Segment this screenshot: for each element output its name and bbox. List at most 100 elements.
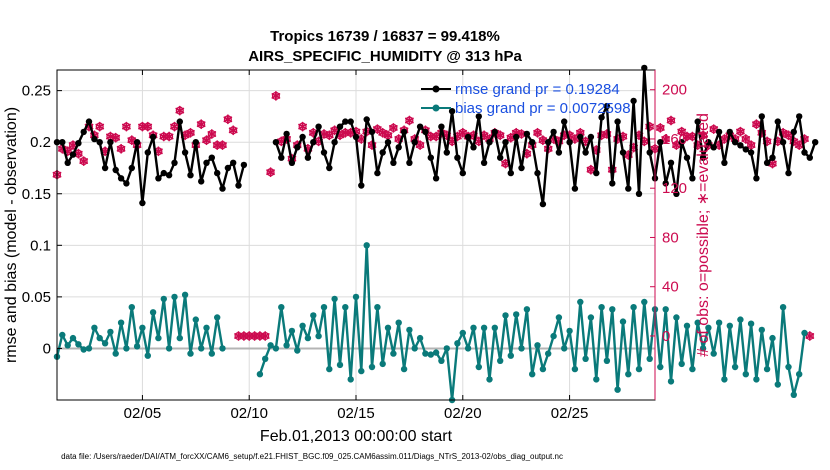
bias-point xyxy=(320,304,328,311)
obs-evaluated-marker xyxy=(533,127,542,138)
bias-point xyxy=(315,332,322,340)
obs-evaluated-marker xyxy=(746,140,756,150)
bias-point xyxy=(678,360,685,368)
y2-axis-label: # of obs: o=possible; ∗=evaluated xyxy=(695,113,712,357)
obs-evaluated-marker xyxy=(95,121,105,132)
obs-evaluated-marker xyxy=(143,121,153,132)
bias-point xyxy=(128,304,135,311)
bias-point xyxy=(464,345,472,352)
rmse-point xyxy=(534,169,541,177)
rmse-point xyxy=(368,128,376,136)
rmse-point xyxy=(448,108,456,115)
bias-point xyxy=(427,351,434,358)
obs-evaluated-marker xyxy=(196,119,206,130)
rmse-point xyxy=(443,149,450,156)
rmse-point xyxy=(769,154,776,161)
bias-point xyxy=(406,326,413,334)
rmse-point xyxy=(219,185,226,192)
rmse-point xyxy=(278,154,285,161)
rmse-point xyxy=(673,190,680,197)
rmse-point xyxy=(117,175,125,182)
rmse-point xyxy=(326,164,333,172)
rmse-point xyxy=(731,139,739,146)
rmse-point xyxy=(715,128,723,136)
rmse-point xyxy=(587,133,595,141)
bias-point xyxy=(411,345,418,352)
bias-point xyxy=(758,326,765,334)
rmse-point xyxy=(352,133,360,141)
obs-evaluated-marker xyxy=(741,134,751,144)
bias-point xyxy=(731,363,739,371)
rmse-point xyxy=(790,128,797,136)
bias-point xyxy=(117,319,125,326)
bias-point xyxy=(283,342,290,349)
obs-evaluated-marker xyxy=(324,130,334,141)
rmse-point xyxy=(240,161,248,169)
rmse-point xyxy=(502,139,509,146)
obs-evaluated-marker xyxy=(688,131,697,142)
bias-point xyxy=(368,363,376,371)
rmse-point xyxy=(464,133,472,141)
rmse-point xyxy=(614,118,621,125)
rmse-point xyxy=(128,164,135,172)
rmse-point xyxy=(181,149,189,156)
bias-point xyxy=(790,391,797,398)
rmse-point xyxy=(689,175,696,182)
rmse-point xyxy=(214,169,221,177)
bias-point xyxy=(208,350,215,357)
rmse-point xyxy=(75,140,82,147)
bias-point xyxy=(545,350,552,357)
rmse-point xyxy=(416,123,424,130)
bias-point xyxy=(160,295,167,303)
bias-point xyxy=(699,345,707,352)
bias-point xyxy=(561,345,568,352)
rmse-point xyxy=(379,149,386,156)
bias-point xyxy=(454,340,461,347)
rmse-point xyxy=(779,139,787,146)
bias-point xyxy=(181,291,189,298)
obs-evaluated-marker xyxy=(656,123,665,133)
bias-point xyxy=(133,343,141,350)
bias-point xyxy=(75,341,82,348)
data-file-footer: data file: /Users/raeder/DAI/ATM_forcXX/… xyxy=(61,452,563,461)
rmse-point xyxy=(432,175,440,182)
rmse-point xyxy=(486,139,493,146)
rmse-point xyxy=(758,113,765,120)
obs-evaluated-marker xyxy=(784,130,793,141)
bias-point xyxy=(603,357,611,364)
rmse-point xyxy=(283,130,290,138)
rmse-point xyxy=(411,139,418,146)
obs-evaluated-marker xyxy=(405,115,414,126)
rmse-point xyxy=(235,182,242,189)
obs-evaluated-marker xyxy=(666,115,676,126)
rmse-point xyxy=(363,116,370,123)
rmse-point xyxy=(603,102,611,110)
rmse-point xyxy=(101,164,109,172)
bias-point xyxy=(801,329,808,337)
bias-point xyxy=(529,371,536,378)
bias-point xyxy=(710,350,717,357)
bias-point xyxy=(785,363,792,371)
bias-point xyxy=(149,309,157,316)
rmse-point xyxy=(139,199,146,207)
bias-point xyxy=(203,324,210,331)
rmse-point xyxy=(747,149,755,156)
rmse-point xyxy=(582,149,589,156)
rmse-point xyxy=(438,123,445,130)
rmse-point xyxy=(753,175,760,182)
rmse-point xyxy=(165,172,173,179)
rmse-point xyxy=(662,180,669,187)
rmse-point xyxy=(288,159,296,166)
bias-point xyxy=(635,365,643,373)
bias-point xyxy=(416,334,424,342)
rmse-point xyxy=(539,200,547,208)
plot-series xyxy=(52,64,819,404)
bias-point xyxy=(667,378,675,385)
bias-point xyxy=(587,314,595,321)
bias-point xyxy=(347,376,354,383)
rmse-point xyxy=(187,172,194,179)
rmse-point xyxy=(699,154,707,161)
obs-evaluated-marker xyxy=(805,331,815,341)
rmse-point xyxy=(619,149,627,156)
axis-ticks: 02/05 02/10 02/15 02/20 02/25 0 0.05 0.1 0.15 0.2… xyxy=(22,70,687,422)
